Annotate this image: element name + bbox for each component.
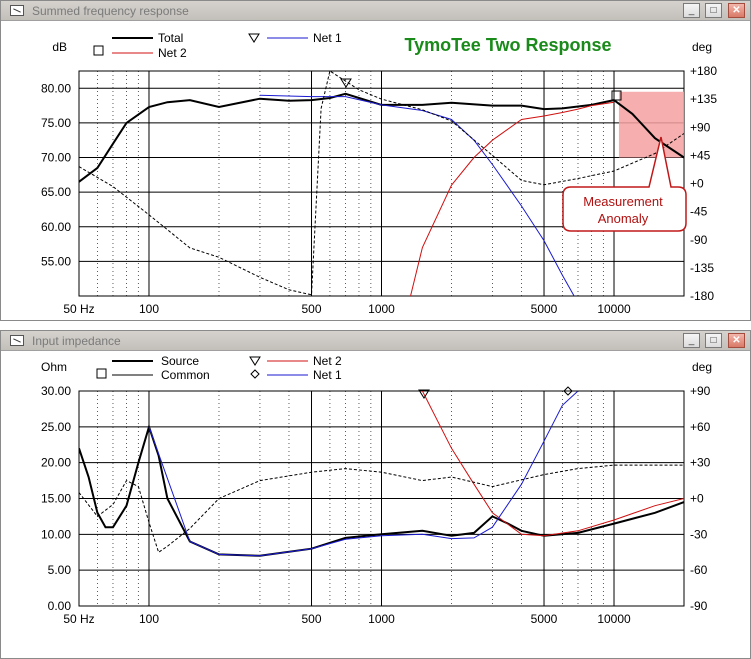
y2-tick-label: +0 <box>690 492 704 506</box>
y-tick-label: 0.00 <box>48 599 72 613</box>
series-line-net-2 <box>421 391 684 537</box>
series-line-net-1 <box>148 391 579 557</box>
chart-heading: TymoTee Two Response <box>404 35 611 55</box>
x-tick-label: 100 <box>139 302 159 316</box>
y-tick-label: 70.00 <box>41 151 71 165</box>
series-line-net-1 <box>259 94 575 296</box>
x-tick-label: 10000 <box>597 612 631 626</box>
chart-window-icon <box>10 335 24 346</box>
y-axis-unit: dB <box>52 40 67 54</box>
input-impedance-chart: 30.00 25.00 20.00 15.00 10.00 5.00 0.00 +90 +60 +… <box>41 354 712 626</box>
titlebar[interactable]: Summed frequency response _ □ ✕ <box>1 1 750 21</box>
close-button[interactable]: ✕ <box>728 333 745 348</box>
net1-marker <box>340 78 352 88</box>
y2-tick-label: +45 <box>690 148 711 162</box>
y-tick-label: 25.00 <box>41 420 71 434</box>
minimize-button[interactable]: _ <box>683 3 700 18</box>
maximize-button[interactable]: □ <box>705 333 722 348</box>
y2-axis-unit: deg <box>692 360 712 374</box>
x-tick-label: 10000 <box>597 302 631 316</box>
callout-text-line2: Anomaly <box>598 211 649 226</box>
legend-label-net1: Net 1 <box>313 31 342 45</box>
y2-tick-label: -45 <box>690 205 708 219</box>
series-line-total-phase <box>79 71 684 296</box>
y2-tick-label: +135 <box>690 92 717 106</box>
series-line-phase <box>79 464 684 554</box>
net2-marker <box>418 389 430 399</box>
net2-marker <box>611 90 622 101</box>
x-tick-label: 5000 <box>531 302 558 316</box>
y2-tick-label: +180 <box>690 64 717 78</box>
x-tick-label: 5000 <box>531 612 558 626</box>
legend-label-common: Common <box>161 368 210 382</box>
minimize-button[interactable]: _ <box>683 333 700 348</box>
x-tick-label: 50 Hz <box>63 612 94 626</box>
y-tick-label: 75.00 <box>41 116 71 130</box>
x-tick-label: 100 <box>139 612 159 626</box>
window-title: Input impedance <box>32 334 121 348</box>
y2-tick-label: +90 <box>690 120 711 134</box>
y2-tick-label: -30 <box>690 527 708 541</box>
legend-triangle-marker <box>248 33 260 43</box>
window-input-impedance: Input impedance _ □ ✕ 30.00 25.00 20.00 15.… <box>0 330 751 659</box>
legend-label-net2: Net 2 <box>313 354 342 368</box>
maximize-button[interactable]: □ <box>705 3 722 18</box>
x-tick-label: 500 <box>301 302 321 316</box>
y2-tick-label: +60 <box>690 420 711 434</box>
series-line-net-2 <box>410 101 615 296</box>
legend-square-marker <box>93 45 104 56</box>
y-tick-label: 80.00 <box>41 81 71 95</box>
titlebar[interactable]: Input impedance _ □ ✕ <box>1 331 750 351</box>
y-tick-label: 20.00 <box>41 456 71 470</box>
legend-label-source: Source <box>161 354 199 368</box>
series-line-total <box>79 92 684 183</box>
plot-frame <box>78 70 685 297</box>
y2-tick-label: -135 <box>690 261 714 275</box>
legend-label-total: Total <box>158 31 183 45</box>
legend-label-net1: Net 1 <box>313 368 342 382</box>
y-tick-label: 10.00 <box>41 527 71 541</box>
legend-triangle-marker <box>249 356 261 366</box>
y-tick-label: 60.00 <box>41 220 71 234</box>
window-summed-frequency-response: Summed frequency response _ □ ✕ 80.00 75.… <box>0 0 751 321</box>
y-tick-label: 55.00 <box>41 254 71 268</box>
y-tick-label: 65.00 <box>41 185 71 199</box>
legend-label-net2: Net 2 <box>158 46 187 60</box>
y2-axis-unit: deg <box>692 40 712 54</box>
y2-tick-label: -60 <box>690 563 708 577</box>
y2-tick-label: -90 <box>690 599 708 613</box>
callout-text-line1: Measurement <box>583 194 663 209</box>
legend-diamond-marker <box>250 369 260 379</box>
y2-tick-label: +30 <box>690 456 711 470</box>
x-tick-label: 500 <box>301 612 321 626</box>
y2-tick-label: -180 <box>690 289 714 303</box>
window-title: Summed frequency response <box>32 4 189 18</box>
y-tick-label: 5.00 <box>48 563 72 577</box>
chart-window-icon <box>10 5 24 16</box>
x-tick-label: 1000 <box>368 302 395 316</box>
y-tick-label: 30.00 <box>41 384 71 398</box>
legend-square-marker <box>96 368 107 379</box>
net1-marker <box>563 386 573 396</box>
anomaly-highlight <box>618 91 684 158</box>
x-tick-label: 1000 <box>368 612 395 626</box>
y-axis-unit: Ohm <box>41 360 67 374</box>
frequency-response-chart: 80.00 75.00 70.00 65.00 60.00 55.00 +180 +135 +9… <box>41 31 717 316</box>
y2-tick-label: +0 <box>690 177 704 191</box>
y-tick-label: 15.00 <box>41 492 71 506</box>
x-tick-label: 50 Hz <box>63 302 94 316</box>
close-button[interactable]: ✕ <box>728 3 745 18</box>
y2-tick-label: -90 <box>690 233 708 247</box>
anomaly-callout <box>562 136 687 232</box>
y2-tick-label: +90 <box>690 384 711 398</box>
